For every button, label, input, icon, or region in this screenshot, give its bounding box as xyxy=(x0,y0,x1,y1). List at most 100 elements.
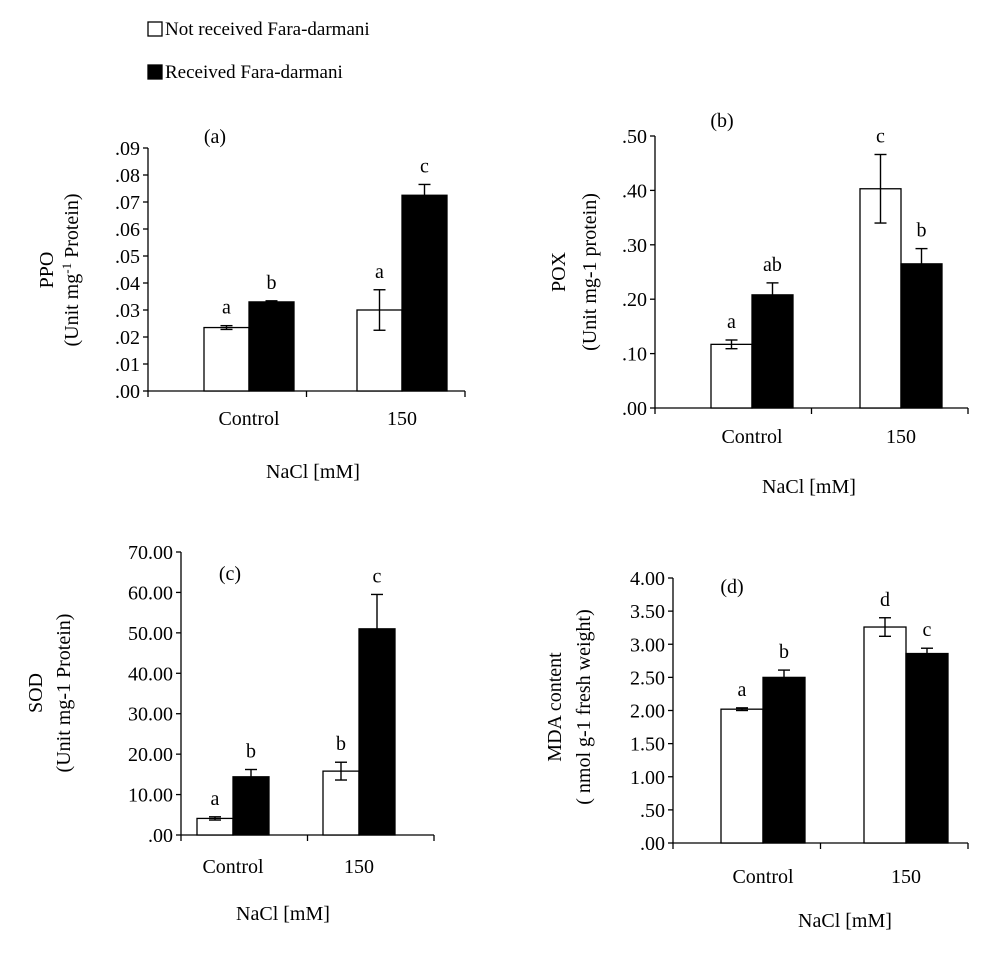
bar-received-1 xyxy=(762,676,806,844)
y-tick-label: 1.50 xyxy=(630,734,665,756)
panel-label: (b) xyxy=(710,110,733,132)
significance-letter: a xyxy=(375,261,384,283)
x-axis-title: NaCl [mM] xyxy=(266,461,360,483)
panel-label: (c) xyxy=(219,563,241,585)
y-tick-label: .00 xyxy=(148,825,173,847)
y-axis-title: MDA content xyxy=(544,652,566,762)
y-tick-label: .40 xyxy=(622,180,647,202)
bar-not-received-2 xyxy=(863,626,907,844)
y-axis-title: SOD xyxy=(25,673,47,713)
y-tick-label: 4.00 xyxy=(630,568,665,590)
y-tick-label: .30 xyxy=(622,235,647,257)
legend-label-2: Received Fara-darmani xyxy=(165,62,343,83)
panel-label: (a) xyxy=(204,126,226,148)
y-tick-label: 40.00 xyxy=(128,663,173,685)
y-axis-subtitle-superscript: -1 xyxy=(59,263,74,274)
y-tick-label: .01 xyxy=(115,354,140,376)
significance-letter: b xyxy=(336,733,346,755)
y-tick-label: .20 xyxy=(622,289,647,311)
y-tick-label: 1.00 xyxy=(630,767,665,789)
bar-received-1 xyxy=(751,294,794,409)
significance-letter: c xyxy=(876,125,885,147)
y-axis-subtitle-text: (Unit mg xyxy=(61,274,83,347)
y-axis-title: PPO xyxy=(36,252,58,289)
significance-letter: a xyxy=(738,679,747,701)
y-tick-label: .10 xyxy=(622,344,647,366)
y-tick-label: .08 xyxy=(115,165,140,187)
chart-panel-3: (c) .00 10.00 20.00 30.00 40.00 50.00 60.00 70.0… xyxy=(25,542,435,925)
y-axis-subtitle-text: (Unit mg-1 Protein) xyxy=(53,614,75,773)
y-tick-label: .00 xyxy=(622,398,647,420)
y-tick-label: .04 xyxy=(115,273,140,295)
y-tick-label: .02 xyxy=(115,327,140,349)
category-label: Control xyxy=(721,426,783,448)
y-axis-subtitle: (Unit mg-1 protein) xyxy=(579,193,601,351)
significance-letter: b xyxy=(917,220,927,242)
y-tick-label: .50 xyxy=(622,126,647,148)
legend: Not received Fara-darmani Received Fara-d… xyxy=(147,19,370,83)
y-axis-subtitle-text: ( nmol g-1 fresh weight) xyxy=(573,609,595,805)
category-label: 150 xyxy=(886,426,916,448)
bar-not-received-1 xyxy=(203,326,250,392)
y-tick-label: .00 xyxy=(115,381,140,403)
significance-letter: b xyxy=(779,641,789,663)
chart-panel-1: (a) .00 .01 .02 .03 .04 .05 .06 .07 .08 .09 a a b c Con… xyxy=(36,126,466,483)
y-tick-label: .06 xyxy=(115,219,140,241)
y-tick-label: .05 xyxy=(115,246,140,268)
category-label: Control xyxy=(202,856,264,878)
significance-letter: c xyxy=(420,155,429,177)
significance-letter: b xyxy=(246,741,256,763)
panel-label: (d) xyxy=(720,576,743,598)
y-axis-subtitle: (Unit mg-1 Protein) xyxy=(59,193,83,346)
y-tick-label: 10.00 xyxy=(128,785,173,807)
significance-letter: b xyxy=(267,272,277,294)
significance-letter: c xyxy=(923,619,932,641)
x-axis-title: NaCl [mM] xyxy=(762,476,856,498)
significance-letter: ab xyxy=(763,254,782,276)
bar-received-2 xyxy=(401,194,448,392)
y-axis-subtitle-text: (Unit mg-1 protein) xyxy=(579,193,601,351)
significance-letter: a xyxy=(222,297,231,319)
y-axis-subtitle: ( nmol g-1 fresh weight) xyxy=(573,609,595,805)
bar-received-2 xyxy=(900,263,943,409)
category-label: Control xyxy=(732,866,794,888)
y-tick-label: 30.00 xyxy=(128,704,173,726)
bar-not-received-1 xyxy=(720,708,764,844)
category-label: Control xyxy=(218,408,280,430)
y-tick-label: 20.00 xyxy=(128,744,173,766)
y-tick-label: 70.00 xyxy=(128,542,173,564)
chart-panel-4: (d) .00 .50 1.00 1.50 2.00 2.50 3.00 3.50 4.00 a d b… xyxy=(544,568,969,932)
y-tick-label: 50.00 xyxy=(128,623,173,645)
bar-received-2 xyxy=(905,652,949,844)
legend-swatch-1 xyxy=(147,21,163,37)
y-tick-label: .09 xyxy=(115,138,140,160)
legend-swatch-2 xyxy=(147,64,163,80)
y-axis-subtitle-end: Protein) xyxy=(61,193,83,262)
category-label: 150 xyxy=(891,866,921,888)
x-axis-title: NaCl [mM] xyxy=(798,910,892,932)
bar-received-1 xyxy=(232,776,270,836)
x-axis-title: NaCl [mM] xyxy=(236,903,330,925)
significance-letter: a xyxy=(211,788,220,810)
bar-not-received-1 xyxy=(710,343,753,409)
category-label: 150 xyxy=(344,856,374,878)
y-tick-label: .03 xyxy=(115,300,140,322)
y-tick-label: 3.00 xyxy=(630,634,665,656)
panels: (a).00.01.02.03.04.05.06.07.08.09aabcCon… xyxy=(25,110,969,932)
significance-letter: d xyxy=(880,589,890,611)
bar-not-received-1 xyxy=(196,817,234,836)
legend-label-1: Not received Fara-darmani xyxy=(165,19,370,40)
category-label: 150 xyxy=(387,408,417,430)
y-tick-label: 60.00 xyxy=(128,582,173,604)
y-tick-label: .50 xyxy=(640,800,665,822)
y-axis-title: POX xyxy=(548,251,570,292)
significance-letter: a xyxy=(727,311,736,333)
y-axis-subtitle: (Unit mg-1 Protein) xyxy=(53,614,75,773)
y-tick-label: .07 xyxy=(115,192,140,214)
y-tick-label: 3.50 xyxy=(630,601,665,623)
y-tick-label: 2.50 xyxy=(630,667,665,689)
bar-received-1 xyxy=(248,301,295,392)
significance-letter: c xyxy=(373,565,382,587)
chart-panel-2: (b) .00 .10 .20 .30 .40 .50 a c ab b Control 150 NaCl… xyxy=(548,110,969,498)
